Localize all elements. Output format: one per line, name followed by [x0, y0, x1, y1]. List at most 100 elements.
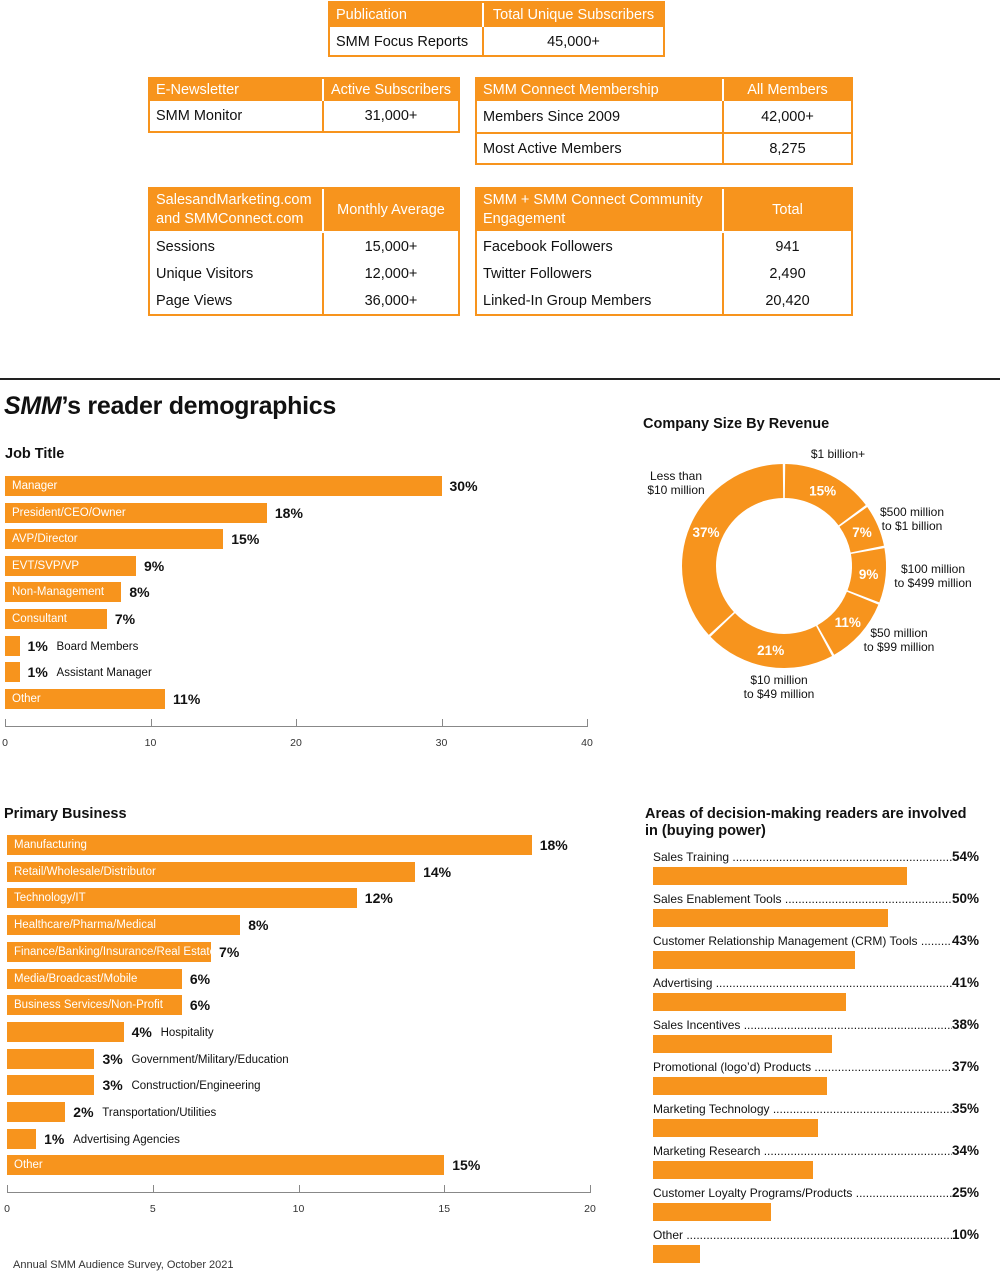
- data-label: 10%: [952, 1227, 980, 1242]
- category-label: Consultant: [12, 613, 67, 625]
- membership-table: SMM Connect Membership All Members Membe…: [475, 77, 853, 165]
- bar: [653, 1203, 771, 1221]
- x-tick-label: 0: [2, 737, 8, 749]
- table-cell: 36,000+: [322, 287, 458, 314]
- slice-value-label: 11%: [835, 615, 861, 630]
- web-traffic-table: SalesandMarketing.com and SMMConnect.com…: [148, 187, 460, 316]
- x-tick-label: 0: [4, 1203, 10, 1215]
- decision-making-chart-title: Areas of decision-making readers are inv…: [645, 806, 967, 839]
- data-label: 1%: [27, 637, 48, 654]
- bar: [653, 1035, 832, 1053]
- x-tick: [296, 719, 297, 727]
- bar: [5, 555, 136, 576]
- data-label: 3%: [102, 1050, 123, 1067]
- x-tick: [587, 719, 588, 727]
- table-cell: SMM Focus Reports: [336, 34, 469, 50]
- table-header: SMM Connect Membership: [483, 82, 659, 98]
- x-tick-label: 40: [581, 737, 593, 749]
- bar: [653, 867, 907, 885]
- slice-category-label: $1 billion+: [810, 447, 866, 461]
- bar: [653, 1119, 818, 1137]
- category-label: Other ..................................…: [653, 1228, 952, 1242]
- donut-slice: [847, 548, 886, 603]
- table-cell: 2,490: [722, 260, 851, 287]
- data-label: 30%: [449, 478, 478, 494]
- table-cell: Linked-In Group Members: [483, 292, 652, 309]
- table-cell: 12,000+: [322, 260, 458, 287]
- table-cell: Members Since 2009: [483, 108, 621, 125]
- bar: [7, 1128, 37, 1149]
- table-cell: 8,275: [722, 134, 851, 163]
- section-title-text: ’s reader demographics: [61, 392, 336, 420]
- bar: [7, 915, 241, 936]
- table-header: Total Unique Subscribers: [482, 3, 663, 27]
- data-label: 14%: [423, 863, 452, 880]
- slice-category-label: Less than $10 million: [647, 469, 705, 497]
- table-header: Total: [722, 189, 851, 231]
- bar: [7, 995, 182, 1016]
- x-tick-label: 5: [149, 1203, 156, 1215]
- bar: [5, 529, 224, 550]
- bar: [7, 1102, 66, 1122]
- data-label: 41%: [952, 975, 980, 990]
- data-label: 18%: [539, 837, 568, 853]
- bar: [7, 1021, 124, 1042]
- data-label: 43%: [952, 933, 980, 948]
- category-label: Non-Management: [12, 586, 105, 599]
- table-cell: 31,000+: [322, 101, 458, 131]
- x-tick-label: 20: [584, 1203, 596, 1215]
- data-label: 12%: [364, 890, 393, 907]
- table-cell: 45,000+: [482, 27, 663, 57]
- x-tick-label: 10: [292, 1203, 305, 1215]
- data-label: 34%: [952, 1143, 980, 1158]
- bar: [5, 635, 20, 656]
- table-cell: Page Views: [156, 292, 233, 309]
- footer-source: Annual SMM Audience Survey, October 2021: [13, 1259, 234, 1271]
- bar: [7, 1155, 445, 1176]
- slice-value-label: 21%: [757, 643, 784, 658]
- category-label: Assistant Manager: [56, 667, 152, 680]
- bar: [5, 476, 442, 496]
- bar: [653, 1077, 827, 1095]
- data-label: 50%: [952, 891, 980, 906]
- table-header: SalesandMarketing.com and SMMConnect.com: [156, 192, 312, 227]
- bar: [5, 609, 107, 629]
- table-header: Publication: [336, 7, 407, 23]
- table-cell: Most Active Members: [483, 140, 622, 157]
- donut-slice: [839, 507, 884, 553]
- slice-category-label: $10 million to $49 million: [743, 673, 815, 701]
- donut-slice: [710, 613, 833, 668]
- x-tick: [444, 1185, 446, 1193]
- category-label: Sales Training .........................…: [653, 850, 952, 864]
- bar: [653, 1245, 700, 1263]
- category-label: President/CEO/Owner: [12, 506, 126, 519]
- data-label: 18%: [274, 504, 303, 521]
- category-label: Board Members: [56, 640, 139, 653]
- section-title: SMM’s reader demographics: [4, 392, 336, 421]
- table-header: Monthly Average: [322, 189, 458, 231]
- category-label: Media/Broadcast/Mobile: [14, 972, 138, 985]
- data-label: 4%: [131, 1023, 152, 1040]
- bar: [7, 835, 532, 855]
- primary-business-chart-title: Primary Business: [4, 806, 127, 822]
- table-cell: 15,000+: [322, 233, 458, 260]
- x-tick-label: 10: [144, 737, 157, 749]
- job-title-chart-title: Job Title: [5, 446, 65, 462]
- data-label: 35%: [952, 1101, 980, 1116]
- data-label: 1%: [44, 1130, 65, 1147]
- slice-value-label: 37%: [692, 525, 719, 540]
- category-label: Healthcare/Pharma/Medical: [14, 919, 156, 932]
- bar: [653, 909, 888, 927]
- slice-value-label: 7%: [852, 525, 872, 540]
- data-label: 1%: [27, 664, 48, 681]
- data-label: 54%: [952, 849, 980, 864]
- category-label: EVT/SVP/VP: [12, 559, 80, 572]
- category-label: Customer Loyalty Programs/Products .....…: [653, 1186, 952, 1200]
- table-cell: 42,000+: [722, 101, 851, 132]
- x-tick: [298, 1185, 300, 1193]
- category-label: Sales Incentives .......................…: [653, 1018, 952, 1032]
- category-label: Business Services/Non-Profit: [14, 999, 163, 1012]
- slice-value-label: 15%: [809, 483, 836, 498]
- category-label: Marketing Technology ...................…: [653, 1102, 952, 1116]
